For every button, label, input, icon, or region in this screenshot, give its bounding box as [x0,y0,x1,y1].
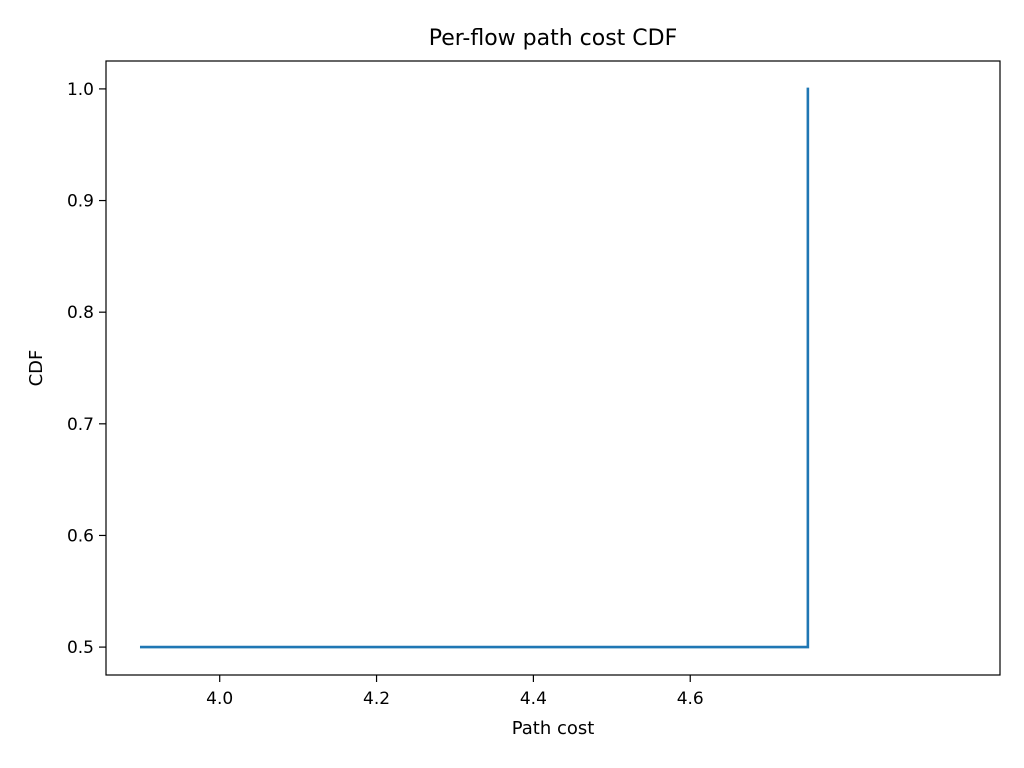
y-tick-label: 1.0 [67,80,94,100]
x-tick-label: 4.0 [206,689,233,709]
plot-frame [105,60,1001,676]
plot-area [139,87,810,649]
y-tick-label: 0.7 [67,415,94,435]
y-tick-label: 0.9 [67,192,94,212]
chart-title: Per-flow path cost CDF [429,26,678,51]
y-axis-label: CDF [26,350,47,387]
x-axis-ticks: 4.0 4.2 4.4 4.6 [206,675,704,709]
x-tick-label: 4.6 [677,689,704,709]
series-line-1 [139,87,810,649]
y-tick-label: 0.6 [67,526,94,546]
y-tick-label: 0.5 [67,638,94,658]
x-axis-label: Path cost [512,718,595,739]
y-tick-label: 0.8 [67,303,94,323]
y-axis-ticks: 0.5 0.6 0.7 0.8 0.9 1.0 [67,80,106,658]
x-tick-label: 4.2 [363,689,390,709]
x-tick-label: 4.4 [520,689,547,709]
